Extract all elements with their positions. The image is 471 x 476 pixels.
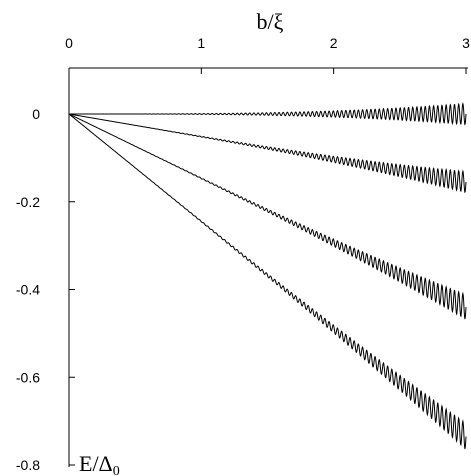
x-tick-labels: 0 1 2 3 [65, 35, 470, 51]
x-axis: 0 1 2 3 b/ξ [65, 9, 470, 74]
y-axis-title-main: E/Δ [79, 451, 113, 476]
x-tick-label: 2 [330, 35, 338, 51]
y-tick-labels: 0 -0.2 -0.4 -0.6 -0.8 [16, 106, 40, 473]
series-line-3 [68, 113, 467, 320]
x-axis-title: b/ξ [257, 9, 284, 34]
y-axis-title: E/Δ0 [79, 451, 120, 476]
series-line-1 [69, 102, 467, 126]
y-tick-label: -0.8 [16, 457, 40, 473]
x-tick-label: 1 [197, 35, 205, 51]
y-tick-label: -0.4 [16, 282, 40, 298]
y-tick-label: -0.2 [16, 194, 40, 210]
series-group [68, 102, 467, 450]
series-line-2 [68, 113, 467, 194]
x-tick-label: 3 [462, 35, 470, 51]
x-tick-label: 0 [65, 35, 73, 51]
y-tick-label: 0 [32, 106, 40, 122]
y-axis-title-subscript: 0 [113, 464, 120, 476]
y-tick-label: -0.6 [16, 369, 40, 385]
y-tick-marks [69, 113, 75, 466]
series-line-4 [68, 113, 467, 450]
x-tick-marks [68, 68, 467, 74]
y-axis: 0-0.2-0.4-0.6-0.8 E/Δ0 [16, 68, 120, 476]
